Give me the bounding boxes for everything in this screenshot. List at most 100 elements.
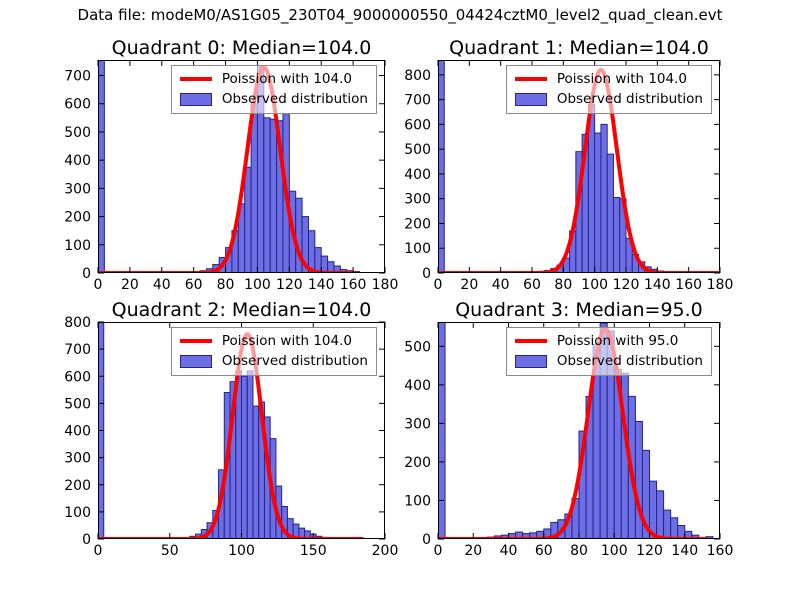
plot-area-quadrant-1: 0 20 40 60 80 100 120 140 160 180 0 100 200 300 400 500… [404,60,733,293]
legend-entry-observed: Observed distribution [179,353,368,369]
histogram-bar [656,490,665,539]
legend-quadrant-2: Poission with 104.0 Observed distributio… [170,327,377,376]
y-tick-label: 400 [64,424,91,440]
histogram-bars [438,60,671,273]
x-tick-label: 100 [244,277,271,293]
plot-title-quadrant-1: Quadrant 1: Median=104.0 [449,37,709,59]
axes-spines [438,60,720,273]
figure-title: Data file: modeM0/AS1G05_230T04_90000005… [77,6,723,24]
legend-label-poisson: Poission with 95.0 [556,333,679,349]
y-tick-label: 400 [404,378,431,394]
poisson-line-swatch-icon [514,77,547,81]
x-tick-label: 40 [153,277,171,293]
legend-label-observed: Observed distribution [221,353,368,369]
histogram-bar [606,153,614,273]
histogram-bar [600,123,608,273]
y-tick-label: 300 [64,181,91,197]
y-tick-label: 700 [64,69,91,85]
x-tick-label: 160 [675,277,702,293]
histogram-patch-swatch-icon [179,354,212,368]
histogram-bar [246,370,254,539]
x-tick-label: 140 [644,277,671,293]
legend-entry-poisson: Poission with 104.0 [514,71,703,87]
legend-quadrant-0: Poission with 104.0 Observed distributio… [170,65,377,114]
x-tick-label: 0 [434,277,443,293]
axis-ticks-and-labels: 0 20 40 60 80 100 120 140 160 1800100200300400500… [404,60,733,293]
x-tick-label: 100 [601,543,628,559]
histogram-bar [314,247,322,273]
legend-label-observed: Observed distribution [556,353,703,369]
axis-ticks-and-labels: 0 20 40 60 80 100 120 140 160 0 100 200 300 400 500 [404,322,733,559]
y-tick-label: 200 [64,478,91,494]
legend-label-observed: Observed distribution [221,91,368,107]
y-tick-label: 500 [404,339,431,355]
histogram-bar [612,196,621,273]
x-tick-label: 0 [94,543,103,559]
axis-ticks-and-labels: 0 50 100 150 200 0 100 200 300 400 500 600 700 800 [64,315,398,559]
x-tick-label: 60 [535,543,553,559]
axis-ticks-and-labels: 0 20 40 60 80 100 120 140 160 1800100200300400500… [64,60,398,293]
x-tick-label: 180 [707,277,734,293]
x-tick-label: 0 [434,543,443,559]
x-tick-label: 20 [121,277,139,293]
x-tick-label: 140 [308,277,335,293]
y-tick-label: 300 [404,416,431,432]
histogram-bar [263,117,271,273]
poisson-line-swatch-icon [514,339,547,343]
y-tick-label: 400 [64,153,91,169]
histogram-bar [634,420,643,539]
x-tick-label: 160 [340,277,367,293]
y-tick-label: 200 [404,216,431,232]
y-tick-label: 800 [64,315,91,331]
subplot-quadrant-1: Quadrant 1: Median=104.0 0 20 40 60 80 100 120… [404,37,733,293]
histogram-bar [438,322,446,539]
poisson-curve [98,332,365,539]
x-tick-label: 20 [460,277,478,293]
y-tick-label: 0 [82,266,91,282]
legend-label-poisson: Poission with 104.0 [221,333,352,349]
histogram-bar [320,255,329,273]
plot-title-quadrant-0: Quadrant 0: Median=104.0 [111,37,372,59]
subplot-quadrant-3: Quadrant 3: Median=95.0 0 20 40 60 80 100 120 1… [404,299,733,559]
legend-entry-poisson: Poission with 104.0 [179,71,368,87]
y-tick-label: 700 [404,93,431,109]
x-tick-label: 150 [300,543,327,559]
x-tick-label: 80 [570,543,588,559]
y-tick-label: 0 [422,532,431,548]
histogram-bar [677,525,686,539]
histogram-bar [438,60,445,273]
x-tick-label: 180 [372,277,399,293]
histogram-bar [244,166,252,273]
histogram-bar [594,132,602,273]
y-tick-label: 700 [64,342,91,358]
poisson-curve [98,65,360,273]
x-tick-label: 0 [94,277,103,293]
x-tick-label: 160 [707,543,734,559]
plot-area-quadrant-0: 0 20 40 60 80 100 120 140 160 180 0 100 200 300 400 500… [64,60,398,293]
x-tick-label: 200 [372,543,399,559]
histogram-bar [241,375,248,539]
histogram-bar [252,405,260,539]
y-tick-label: 100 [404,493,431,509]
legend-entry-poisson: Poission with 95.0 [514,333,703,349]
histogram-bar [98,60,105,273]
poisson-line-swatch-icon [179,339,212,343]
histogram-patch-swatch-icon [514,92,547,106]
histogram-bars [438,322,714,539]
x-tick-label: 20 [464,543,482,559]
legend-entry-observed: Observed distribution [514,91,703,107]
y-tick-label: 0 [82,532,91,548]
legend-label-observed: Observed distribution [556,91,703,107]
legend-entry-poisson: Poission with 104.0 [179,333,368,349]
y-tick-label: 200 [64,210,91,226]
plot-area-quadrant-2: 0 50 100 150 200 0 100 200 300 400 500 600 700 800 [64,315,398,559]
y-tick-label: 100 [64,238,91,254]
histogram-bar [663,509,672,539]
x-tick-label: 120 [276,277,303,293]
poisson-line-swatch-icon [179,77,212,81]
x-tick-label: 80 [217,277,235,293]
subplot-quadrant-0: Quadrant 0: Median=104.0 0 20 40 60 80 100 120… [64,37,398,293]
y-tick-label: 500 [404,142,431,158]
plot-title-quadrant-2: Quadrant 2: Median=104.0 [111,299,372,321]
